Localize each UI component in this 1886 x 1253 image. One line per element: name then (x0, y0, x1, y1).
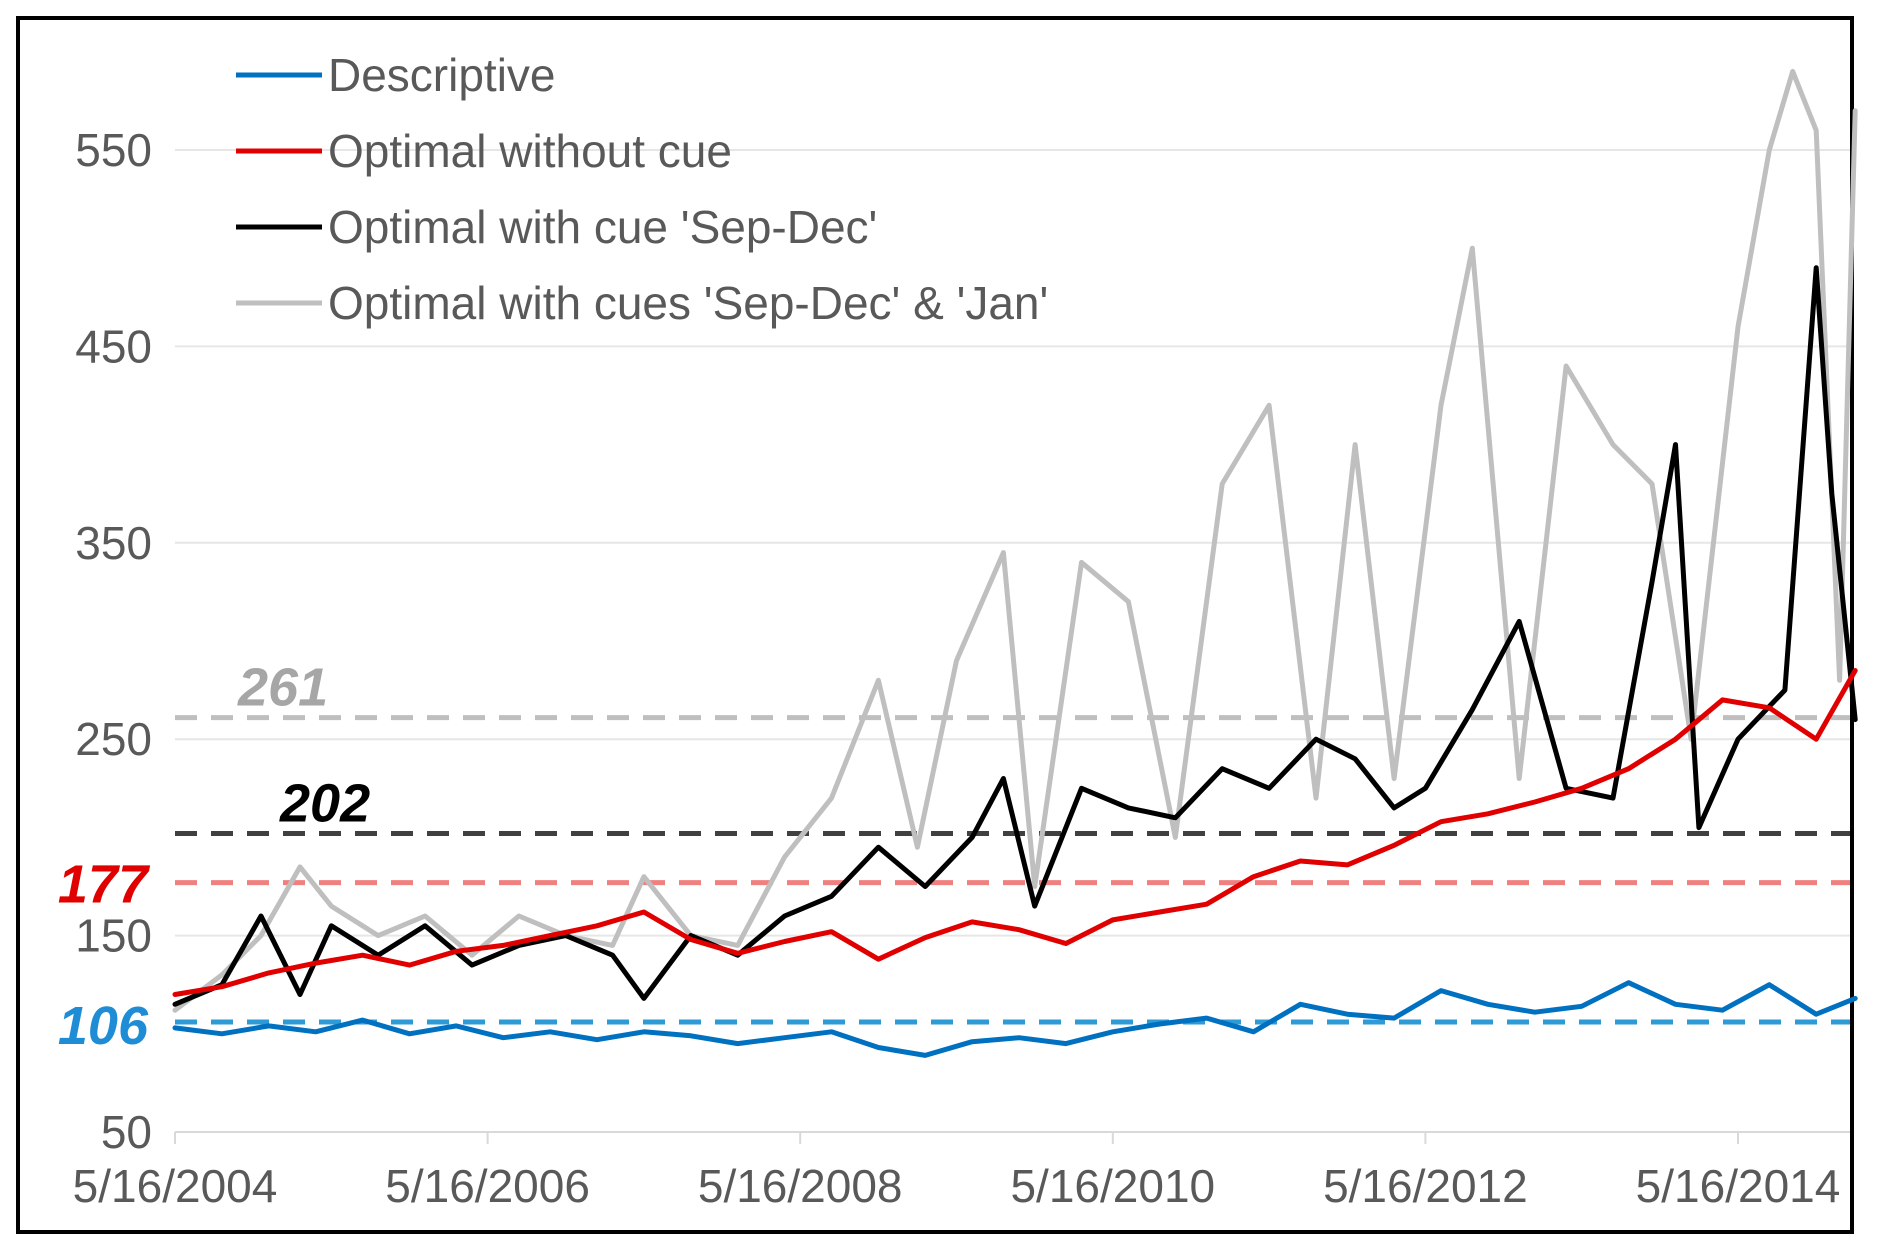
x-tick-label: 5/16/2010 (1010, 1160, 1215, 1212)
x-tick-label: 5/16/2012 (1323, 1160, 1528, 1212)
y-tick-label: 550 (75, 124, 152, 176)
series-line-1 (172, 668, 1858, 997)
legend: Descriptive Optimal without cue Optimal wi… (236, 49, 1048, 329)
legend-label: Optimal with cues 'Sep-Dec' & 'Jan' (328, 277, 1048, 329)
reference-line-labels: 261 202 177 106 (58, 658, 370, 1056)
legend-label: Optimal with cue 'Sep-Dec' (328, 201, 877, 253)
reference-label-261: 261 (237, 658, 328, 718)
legend-label: Optimal without cue (328, 125, 732, 177)
series-lines (172, 68, 1858, 1058)
reference-lines (175, 715, 1850, 1025)
reference-label-202: 202 (279, 773, 370, 833)
y-tick-label: 450 (75, 320, 152, 372)
x-tick-label: 5/16/2014 (1636, 1160, 1841, 1212)
chart-frame (16, 16, 1854, 1234)
x-tick-label: 5/16/2008 (698, 1160, 903, 1212)
reference-label-177: 177 (58, 855, 151, 915)
y-tick-label: 350 (75, 517, 152, 569)
y-tick-label: 50 (101, 1106, 152, 1158)
y-axis-tick-labels: 50 150 250 350 450 550 (75, 124, 152, 1158)
gridlines (175, 149, 1850, 937)
series-line-0 (172, 980, 1858, 1058)
series-line-2 (172, 265, 1858, 1007)
legend-label: Descriptive (328, 49, 556, 101)
y-tick-label: 150 (75, 910, 152, 962)
y-tick-label: 250 (75, 713, 152, 765)
x-axis-tick-labels: 5/16/2004 5/16/2006 5/16/2008 5/16/2010 5/16… (73, 1132, 1841, 1212)
x-tick-label: 5/16/2004 (73, 1160, 278, 1212)
reference-label-106: 106 (58, 996, 149, 1056)
x-tick-label: 5/16/2006 (385, 1160, 590, 1212)
